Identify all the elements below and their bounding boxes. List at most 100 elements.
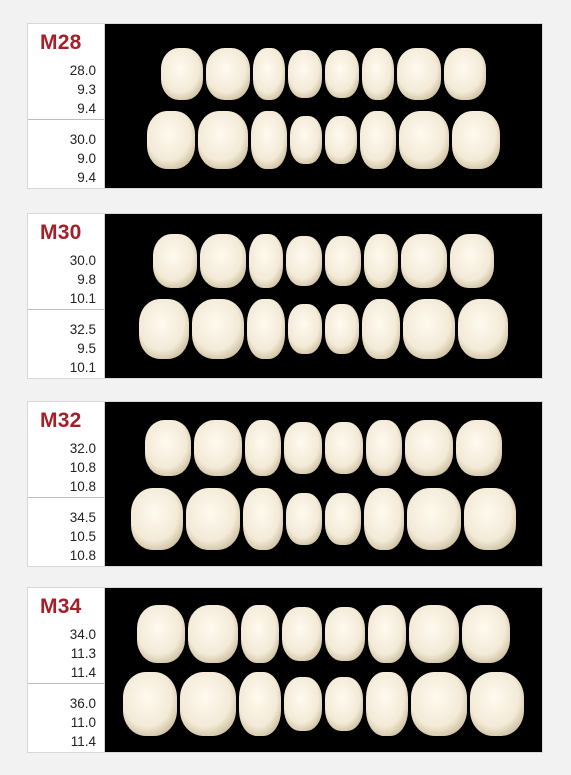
upper-tooth bbox=[249, 234, 283, 288]
upper-tooth bbox=[444, 48, 486, 100]
upper-measurements: 28.0 9.3 9.4 bbox=[70, 61, 96, 118]
mould-code: M32 bbox=[40, 409, 82, 432]
lower-tooth bbox=[458, 299, 508, 359]
upper-tooth bbox=[241, 605, 279, 663]
upper-tooth bbox=[282, 607, 322, 661]
lower-tooth bbox=[290, 116, 322, 164]
divider bbox=[28, 497, 104, 498]
lower-tooth bbox=[284, 677, 322, 731]
mould-code: M28 bbox=[40, 31, 82, 54]
lower-tooth bbox=[325, 304, 359, 354]
lower-tooth bbox=[325, 116, 357, 164]
lower-tooth bbox=[403, 299, 455, 359]
upper-tooth bbox=[362, 48, 394, 100]
upper-tooth bbox=[194, 420, 242, 476]
upper-tooth bbox=[397, 48, 441, 100]
upper-tooth bbox=[364, 234, 398, 288]
lower-tooth bbox=[147, 111, 195, 169]
upper-length: 11.3 bbox=[70, 646, 96, 661]
mould-code: M34 bbox=[40, 595, 82, 618]
lower-tooth bbox=[288, 304, 322, 354]
lower-tooth bbox=[366, 672, 408, 736]
lower-length: 10.5 bbox=[69, 529, 96, 544]
lower-tooth bbox=[123, 672, 177, 736]
mould-label-panel: M32 32.0 10.8 10.8 34.5 10.5 10.8 bbox=[28, 402, 105, 566]
upper-height: 10.8 bbox=[69, 479, 96, 494]
divider bbox=[28, 119, 104, 120]
lower-tooth bbox=[286, 493, 322, 545]
lower-tooth bbox=[464, 488, 516, 550]
upper-tooth bbox=[409, 605, 459, 663]
upper-measurements: 32.0 10.8 10.8 bbox=[70, 439, 96, 496]
upper-tooth bbox=[366, 420, 402, 476]
teeth-photo bbox=[123, 605, 524, 736]
upper-tooth bbox=[245, 420, 281, 476]
upper-tooth bbox=[286, 236, 322, 286]
lower-tooth bbox=[239, 672, 281, 736]
lower-length: 9.0 bbox=[77, 151, 96, 166]
upper-width: 34.0 bbox=[69, 627, 96, 642]
lower-width: 30.0 bbox=[69, 132, 96, 147]
upper-tooth bbox=[206, 48, 250, 100]
divider bbox=[28, 683, 104, 684]
upper-tooth bbox=[161, 48, 203, 100]
mould-card-m30: M30 30.0 9.8 10.1 32.5 9.5 10.1 bbox=[27, 213, 543, 379]
upper-tooth bbox=[288, 50, 322, 98]
lower-measurements: 34.5 10.5 10.8 bbox=[70, 508, 96, 565]
upper-tooth bbox=[200, 234, 246, 288]
lower-width: 32.5 bbox=[69, 322, 96, 337]
lower-width: 36.0 bbox=[69, 696, 96, 711]
lower-height: 11.4 bbox=[70, 734, 96, 749]
upper-tooth bbox=[450, 234, 494, 288]
mould-code: M30 bbox=[40, 221, 82, 244]
lower-width: 34.5 bbox=[69, 510, 96, 525]
lower-tooth bbox=[198, 111, 248, 169]
mould-label-panel: M34 34.0 11.3 11.4 36.0 11.0 11.4 bbox=[28, 588, 105, 752]
lower-measurements: 30.0 9.0 9.4 bbox=[70, 130, 96, 187]
lower-tooth bbox=[251, 111, 287, 169]
lower-tooth bbox=[470, 672, 524, 736]
lower-tooth bbox=[360, 111, 396, 169]
lower-tooth bbox=[452, 111, 500, 169]
upper-tooth bbox=[325, 422, 363, 474]
upper-height: 9.4 bbox=[77, 101, 96, 116]
teeth-photo bbox=[147, 48, 500, 169]
mould-label-panel: M30 30.0 9.8 10.1 32.5 9.5 10.1 bbox=[28, 214, 105, 378]
lower-tooth bbox=[131, 488, 183, 550]
lower-length: 11.0 bbox=[70, 715, 96, 730]
lower-length: 9.5 bbox=[77, 341, 96, 356]
upper-tooth bbox=[325, 607, 365, 661]
upper-tooth bbox=[253, 48, 285, 100]
lower-height: 10.1 bbox=[69, 360, 96, 375]
upper-length: 9.3 bbox=[77, 82, 96, 97]
upper-tooth bbox=[188, 605, 238, 663]
lower-tooth bbox=[325, 677, 363, 731]
lower-tooth bbox=[362, 299, 400, 359]
mould-card-m32: M32 32.0 10.8 10.8 34.5 10.5 10.8 bbox=[27, 401, 543, 567]
lower-measurements: 36.0 11.0 11.4 bbox=[70, 694, 96, 751]
upper-tooth bbox=[401, 234, 447, 288]
lower-tooth bbox=[364, 488, 404, 550]
upper-tooth bbox=[145, 420, 191, 476]
upper-tooth bbox=[284, 422, 322, 474]
divider bbox=[28, 309, 104, 310]
lower-tooth bbox=[139, 299, 189, 359]
upper-tooth bbox=[325, 50, 359, 98]
lower-height: 10.8 bbox=[69, 548, 96, 563]
mould-card-m34: M34 34.0 11.3 11.4 36.0 11.0 11.4 bbox=[27, 587, 543, 753]
upper-tooth bbox=[137, 605, 185, 663]
lower-height: 9.4 bbox=[77, 170, 96, 185]
lower-tooth bbox=[192, 299, 244, 359]
upper-height: 11.4 bbox=[70, 665, 96, 680]
upper-tooth bbox=[368, 605, 406, 663]
upper-tooth bbox=[456, 420, 502, 476]
upper-tooth bbox=[462, 605, 510, 663]
mould-label-panel: M28 28.0 9.3 9.4 30.0 9.0 9.4 bbox=[28, 24, 105, 188]
lower-measurements: 32.5 9.5 10.1 bbox=[70, 320, 96, 377]
upper-measurements: 30.0 9.8 10.1 bbox=[70, 251, 96, 308]
upper-width: 28.0 bbox=[69, 63, 96, 78]
lower-tooth bbox=[247, 299, 285, 359]
upper-length: 10.8 bbox=[69, 460, 96, 475]
upper-width: 30.0 bbox=[69, 253, 96, 268]
upper-tooth bbox=[325, 236, 361, 286]
